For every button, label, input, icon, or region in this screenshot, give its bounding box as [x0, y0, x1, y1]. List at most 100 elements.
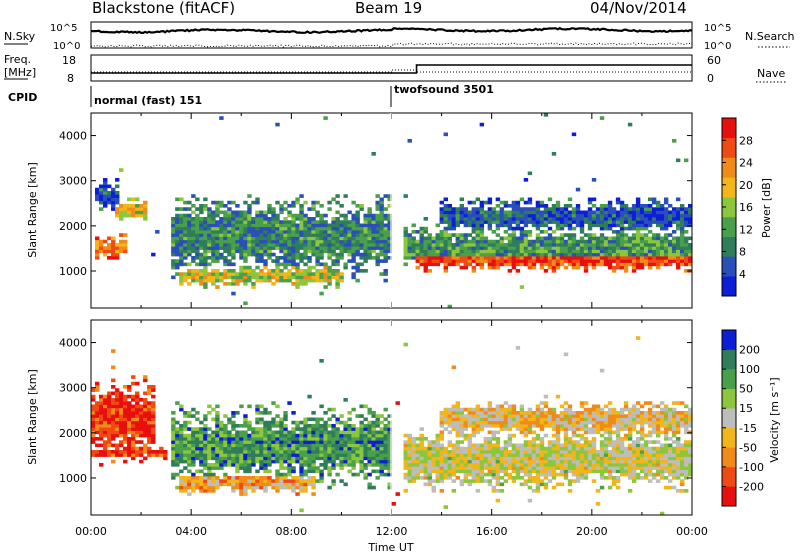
- heatmap-cell: [327, 443, 332, 448]
- heatmap-cell: [291, 243, 296, 247]
- heatmap-cell: [187, 437, 192, 441]
- heatmap-cell: [207, 466, 212, 470]
- heatmap-cell: [375, 456, 380, 461]
- heatmap-cell: [367, 411, 372, 415]
- heatmap-cell: [131, 407, 136, 412]
- heatmap-cell: [559, 249, 565, 254]
- heatmap-cell: [243, 492, 248, 496]
- heatmap-cell: [639, 252, 645, 257]
- heatmap-cell: [215, 459, 220, 464]
- heatmap-cell: [487, 243, 493, 247]
- heatmap-cell: [459, 243, 465, 247]
- heatmap-cell: [375, 450, 380, 454]
- heatmap-cell: [267, 207, 272, 211]
- heatmap-cell: [539, 469, 545, 474]
- heatmap-cell: [195, 230, 200, 234]
- heatmap-cell: [123, 446, 128, 451]
- heatmap-cell: [603, 427, 609, 431]
- heatmap-cell: [395, 492, 400, 496]
- heatmap-cell: [551, 246, 557, 250]
- heatmap-cell: [115, 391, 120, 396]
- heatmap-cell: [275, 482, 280, 487]
- heatmap-cell: [611, 463, 617, 467]
- colorbar-swatch: [722, 197, 736, 218]
- heatmap-cell: [479, 450, 485, 454]
- heatmap-cell: [523, 246, 529, 250]
- heatmap-cell: [263, 437, 268, 441]
- heatmap-cell: [599, 443, 605, 448]
- heatmap-cell: [571, 463, 577, 467]
- heatmap-cell: [551, 213, 557, 218]
- heatmap-cell: [647, 230, 653, 234]
- heatmap-cell: [179, 404, 184, 409]
- heatmap-cell: [255, 417, 260, 422]
- heatmap-cell: [311, 440, 316, 444]
- heatmap-cell: [231, 223, 236, 228]
- heatmap-cell: [583, 210, 589, 215]
- heatmap-cell: [411, 236, 416, 241]
- heatmap-cell: [527, 210, 533, 215]
- heatmap-cell: [255, 246, 260, 250]
- heatmap-cell: [535, 259, 541, 263]
- heatmap-cell: [179, 262, 184, 267]
- heatmap-cell: [387, 472, 392, 477]
- heatmap-cell: [427, 243, 432, 247]
- heatmap-cell: [503, 236, 509, 241]
- heatmap-cell: [443, 132, 448, 137]
- nsearch-trace: [90, 42, 693, 48]
- heatmap-cell: [311, 204, 316, 208]
- heatmap-cell: [615, 411, 621, 415]
- heatmap-cell: [687, 246, 693, 250]
- heatmap-cell: [579, 427, 585, 431]
- heatmap-cell: [475, 233, 481, 237]
- heatmap-cell: [403, 433, 408, 438]
- heatmap-cell: [175, 265, 180, 270]
- heatmap-cell: [323, 440, 328, 444]
- heatmap-cell: [263, 262, 268, 267]
- heatmap-cell: [359, 239, 364, 244]
- heatmap-cell: [495, 213, 501, 218]
- power-colorbar-label: Power [dB]: [760, 178, 773, 238]
- heatmap-cell: [451, 411, 457, 415]
- heatmap-cell: [335, 236, 340, 241]
- heatmap-cell: [335, 450, 340, 454]
- heatmap-cell: [331, 259, 336, 263]
- heatmap-cell: [139, 407, 144, 412]
- heatmap-cell: [679, 243, 685, 247]
- heatmap-cell: [523, 178, 529, 182]
- heatmap-cell: [339, 223, 344, 228]
- heatmap-cell: [447, 469, 452, 474]
- heatmap-cell: [215, 411, 220, 415]
- heatmap-cell: [191, 236, 196, 241]
- heatmap-cell: [635, 476, 641, 480]
- heatmap-cell: [295, 243, 300, 247]
- heatmap-cell: [491, 411, 497, 415]
- heatmap-cell: [447, 262, 452, 267]
- heatmap-cell: [91, 440, 96, 444]
- heatmap-cell: [299, 256, 304, 260]
- heatmap-cell: [219, 427, 224, 431]
- heatmap-cell: [643, 249, 649, 254]
- heatmap-cell: [255, 252, 260, 257]
- heatmap-cell: [511, 230, 517, 234]
- heatmap-cell: [631, 220, 637, 224]
- heatmap-cell: [603, 217, 609, 221]
- heatmap-cell: [559, 259, 565, 263]
- heatmap-cell: [191, 217, 196, 221]
- heatmap-cell: [459, 233, 465, 237]
- heatmap-cell: [527, 498, 533, 503]
- heatmap-cell: [259, 411, 264, 415]
- heatmap-cell: [623, 469, 629, 474]
- heatmap-cell: [171, 446, 176, 451]
- heatmap-cell: [371, 443, 376, 448]
- heatmap-cell: [479, 256, 485, 260]
- heatmap-cell: [371, 456, 376, 461]
- heatmap-cell: [407, 256, 412, 260]
- heatmap-cell: [411, 476, 416, 480]
- heatmap-cell: [499, 427, 505, 431]
- heatmap-cell: [283, 453, 288, 457]
- heatmap-cell: [283, 220, 288, 224]
- heatmap-cell: [375, 440, 380, 444]
- heatmap-cell: [307, 223, 312, 228]
- heatmap-cell: [571, 414, 577, 418]
